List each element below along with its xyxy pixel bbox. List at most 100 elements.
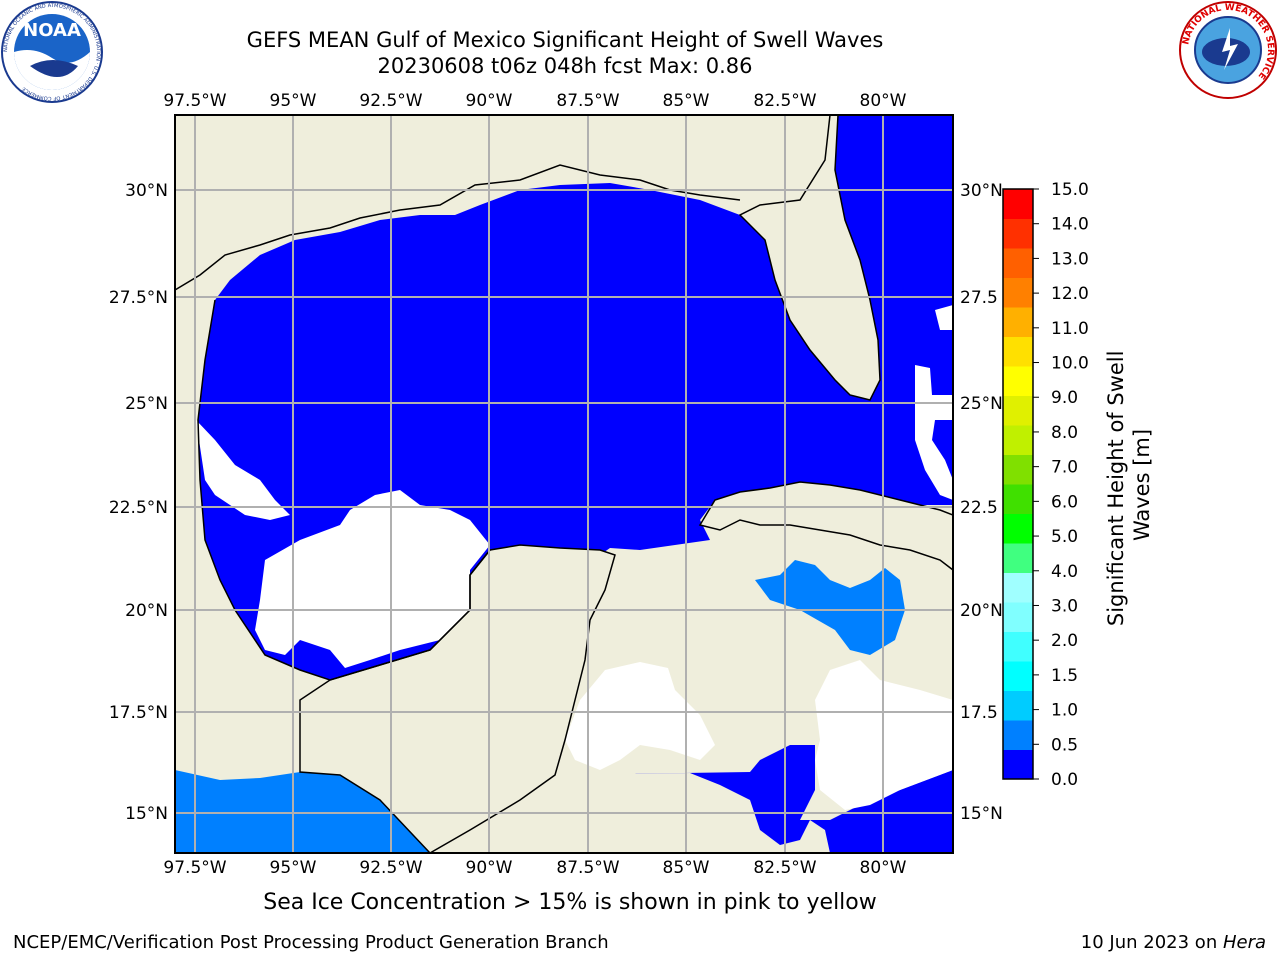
- lat-tick-label: 17.5°N: [109, 703, 168, 723]
- lat-tick-label: 15°N: [960, 804, 1003, 824]
- forecast-subtitle: 20230608 t06z 048h fcst Max: 0.86: [377, 54, 753, 78]
- colorbar-tick-label: 14.0: [1051, 215, 1089, 235]
- colorbar-swatch: [1003, 749, 1033, 780]
- lon-tick-label: 87.5°W: [556, 858, 619, 878]
- lon-tick-label: 85°W: [663, 858, 710, 878]
- lat-labels-left: 30°N 27.5°N 25°N 22.5°N 20°N 17.5°N 15°N: [109, 181, 168, 824]
- gulf-swell-field: [198, 115, 953, 853]
- colorbar-tick-label: 12.0: [1051, 284, 1089, 304]
- graticule: [175, 115, 953, 853]
- colorbar-tick-label: 8.0: [1051, 423, 1078, 443]
- lat-tick-label: 15°N: [125, 804, 168, 824]
- colorbar-swatch: [1003, 189, 1033, 219]
- no-data-region: [915, 365, 953, 500]
- colorbar-tick-label: 0.5: [1051, 735, 1078, 755]
- lat-tick-label: 22.5°N: [109, 498, 168, 518]
- colorbar-tick-label: 11.0: [1051, 319, 1089, 339]
- colorbar-tick-label: 5.0: [1051, 527, 1078, 547]
- colorbar-tick-label: 1.5: [1051, 666, 1078, 686]
- lat-tick-label: 27.5°N: [109, 288, 168, 308]
- cuba-landmass: [698, 481, 953, 571]
- lon-tick-label: 80°W: [860, 91, 907, 111]
- colorbar-swatch: [1003, 572, 1033, 603]
- host-name: Hera: [1222, 932, 1266, 953]
- colorbar-ticks: 15.0 14.0 13.0 12.0 11.0 10.0 9.0 8.0 7.0 6.0 5.0 4…: [1033, 180, 1089, 790]
- colorbar-tick-label: 1.0: [1051, 701, 1078, 721]
- colorbar-swatch: [1003, 631, 1033, 662]
- noaa-logo-text: NOAA: [23, 20, 81, 41]
- pacific-swell-region: [175, 770, 430, 853]
- colorbar-swatch: [1003, 602, 1033, 632]
- colorbar-swatch: [1003, 425, 1033, 455]
- colorbar-tick-label: 3.0: [1051, 596, 1078, 616]
- lat-tick-label: 27.5: [960, 288, 998, 308]
- lat-tick-label: 30°N: [960, 181, 1003, 201]
- map-frame: [174, 114, 954, 854]
- lon-tick-label: 97.5°W: [163, 858, 226, 878]
- colorbar-label-line2: Waves [m]: [1130, 429, 1154, 541]
- swell-patch-0.5-1.0m: [755, 560, 905, 655]
- lat-tick-label: 25°N: [960, 394, 1003, 414]
- lon-tick-label: 85°W: [663, 91, 710, 111]
- colorbar-tick-label: 7.0: [1051, 458, 1078, 478]
- colorbar-label: Significant Height of Swell Waves [m]: [1104, 344, 1154, 626]
- no-data-region: [565, 662, 715, 770]
- lon-labels-bottom: 97.5°W 95°W 92.5°W 90°W 87.5°W 85°W 82.5°W 80°W: [163, 858, 906, 878]
- credit-line: NCEP/EMC/Verification Post Processing Pr…: [13, 932, 609, 953]
- lat-tick-label: 30°N: [125, 181, 168, 201]
- colorbar-tick-label: 2.0: [1051, 631, 1078, 651]
- colorbar-swatch: [1003, 366, 1033, 396]
- lon-tick-label: 82.5°W: [753, 858, 816, 878]
- chart-title: GEFS MEAN Gulf of Mexico Significant Hei…: [246, 28, 884, 52]
- colorbar-tick-label: 0.0: [1051, 770, 1078, 790]
- no-data-region: [935, 305, 953, 330]
- lon-tick-label: 87.5°W: [556, 91, 619, 111]
- colorbar-swatch: [1003, 248, 1033, 278]
- colorbar-swatch: [1003, 218, 1033, 249]
- colorbar-swatch: [1003, 395, 1033, 426]
- colorbar-tick-label: 4.0: [1051, 562, 1078, 582]
- colorbar-swatch: [1003, 543, 1033, 573]
- coastline: [175, 164, 741, 291]
- colorbar: [1002, 188, 1034, 780]
- colorbar-tick-label: 13.0: [1051, 249, 1089, 269]
- nws-logo: NATIONAL WEATHER SERVICE: [1179, 1, 1277, 99]
- lon-tick-label: 82.5°W: [753, 91, 816, 111]
- lat-tick-label: 17.5: [960, 703, 998, 723]
- lon-tick-label: 92.5°W: [359, 91, 422, 111]
- colorbar-swatch: [1003, 720, 1033, 750]
- colorbar-swatch: [1003, 484, 1033, 514]
- lon-tick-label: 80°W: [860, 858, 907, 878]
- colorbar-frame: [1002, 188, 1034, 780]
- florida-peninsula: [738, 115, 881, 401]
- lon-tick-label: 95°W: [270, 91, 317, 111]
- lon-tick-label: 95°W: [270, 858, 317, 878]
- lon-tick-label: 97.5°W: [163, 91, 226, 111]
- lon-tick-label: 90°W: [466, 91, 513, 111]
- lon-tick-label: 92.5°W: [359, 858, 422, 878]
- colorbar-tick-label: 9.0: [1051, 388, 1078, 408]
- lon-labels-top: 97.5°W 95°W 92.5°W 90°W 87.5°W 85°W 82.5°W 80°W: [163, 91, 906, 111]
- lon-tick-label: 90°W: [466, 858, 513, 878]
- colorbar-swatch: [1003, 661, 1033, 691]
- no-data-region: [196, 420, 290, 520]
- colorbar-swatch: [1003, 513, 1033, 544]
- colorbar-tick-label: 6.0: [1051, 492, 1078, 512]
- lat-tick-label: 20°N: [125, 601, 168, 621]
- map-area: [175, 115, 953, 853]
- sea-ice-note: Sea Ice Concentration > 15% is shown in …: [263, 890, 877, 915]
- colorbar-swatch: [1003, 454, 1033, 485]
- lat-tick-label: 25°N: [125, 394, 168, 414]
- colorbar-tick-label: 15.0: [1051, 180, 1089, 200]
- lat-tick-label: 20°N: [960, 601, 1003, 621]
- coastline: [197, 299, 491, 681]
- date-stamp: 10 Jun 2023 on Hera: [1081, 932, 1266, 953]
- colorbar-label-line1: Significant Height of Swell: [1104, 351, 1128, 627]
- date-text: 10 Jun 2023 on: [1080, 932, 1223, 953]
- lat-tick-label: 22.5: [960, 498, 998, 518]
- colorbar-swatch: [1003, 277, 1033, 308]
- colorbar-swatch: [1003, 307, 1033, 337]
- noaa-logo: NOAA NATIONAL OCEANIC AND ATMOSPHERIC AD…: [1, 1, 103, 103]
- colorbar-swatch: [1003, 690, 1033, 721]
